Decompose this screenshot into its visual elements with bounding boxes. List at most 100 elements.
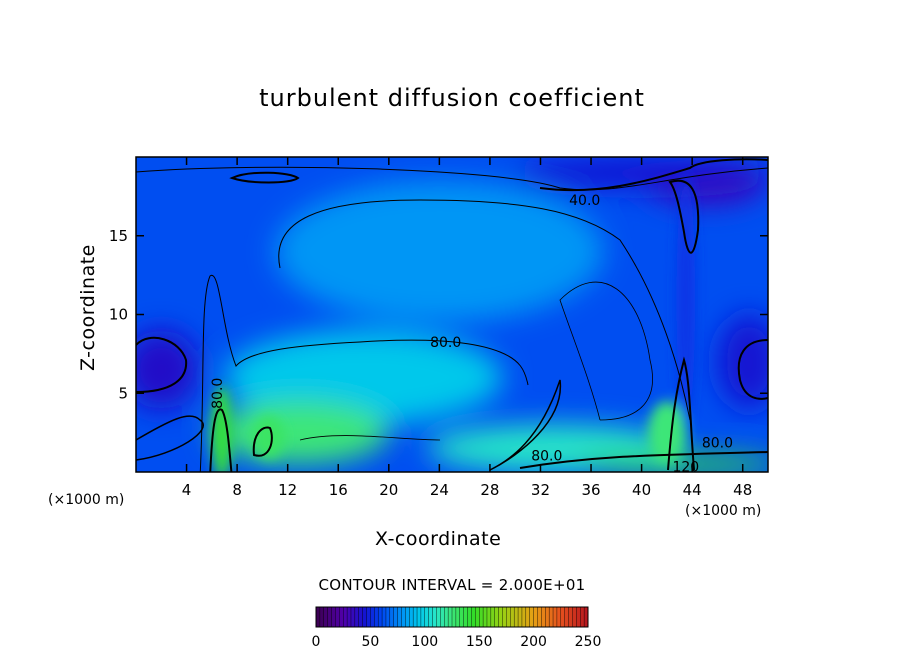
colorbar-cell [471,606,476,628]
colorbar-tick-label: 150 [466,634,493,650]
field-region [717,314,768,409]
colorbar-cell [459,606,465,628]
colorbar-cell [397,606,402,628]
colorbar-cell [490,606,496,628]
x-unit-label-right: (×1000 m) [685,503,762,519]
contour-lines [136,158,768,472]
colorbar-cell [479,606,484,628]
x-tick-label: 44 [683,481,702,499]
colorbar-cell [494,606,500,628]
colorbar-cell [393,606,399,628]
colorbar-cell [339,606,344,628]
colorbar-tick-label: 200 [520,634,547,650]
field-region [647,401,686,465]
colorbar-cell [486,606,492,628]
colorbar-tick-label: 0 [312,634,321,650]
colorbar-cell [315,606,321,628]
contour-interval-text: CONTOUR INTERVAL = 2.000E+01 [318,576,586,594]
colorbar-cell [374,606,379,628]
contour-label: 80.0 [531,448,562,464]
colorbar-cell [409,606,414,628]
colorbar-cell [455,606,461,628]
colorbar-cell [510,606,515,628]
colorbar-cell [319,606,325,628]
x-tick-label: 12 [278,481,297,499]
field-region [275,180,604,323]
colorbar-cell [405,606,410,628]
field-region [136,330,200,409]
field-region [676,172,696,425]
y-tick-label: 5 [118,384,128,402]
colorbar-cell [545,606,550,628]
colorbar-cell [564,606,570,628]
colorbar-cell [420,606,426,628]
colorbar-cell [323,606,329,628]
colorbar-frame [315,606,589,628]
colorbar-cell [537,606,542,628]
contour-label: 80.0 [210,378,226,409]
colorbar-cell [362,606,368,628]
field-region [211,385,233,472]
x-tick-label: 40 [632,481,651,499]
contour-label: 40.0 [569,193,600,209]
colorbar [315,606,589,628]
x-tick-label: 24 [430,481,449,499]
y-ticks: 5 10 15 [109,227,768,402]
colorbar-cell [444,606,449,628]
colorbar-cell [389,606,395,628]
x-tick-label: 48 [733,481,752,499]
colorbar-cell [354,606,360,628]
colorbar-cell [525,606,531,628]
colorbar-cell [502,606,507,628]
colorbar-cell [560,606,566,628]
y-tick-label: 10 [109,306,128,324]
y-axis-label: Z-coordinate [77,244,99,371]
field-region [578,454,768,472]
colorbar-cell [506,606,511,628]
colorbar-cell [377,606,383,628]
colorbar-cell [552,606,558,628]
x-tick-label: 20 [379,481,398,499]
colorbar-cell [548,606,554,628]
contour-label: 80.0 [430,335,461,351]
colorbar-cell [451,606,457,628]
colorbar-cell [576,606,581,628]
colorbar-cell [463,606,469,628]
field-region [515,157,768,189]
colorbar-cell [556,606,562,628]
colorbar-cell [447,606,453,628]
y-tick-label: 15 [109,227,128,245]
field-region [252,415,285,460]
contour-label: 80.0 [702,436,733,452]
x-unit-label-left: (×1000 m) [48,492,125,508]
x-axis-label: X-coordinate [375,528,502,550]
colorbar-cell [580,606,585,628]
x-tick-label: 36 [581,481,600,499]
x-tick-label: 8 [232,481,242,499]
field-region [211,401,389,465]
colorbar-tick-label: 100 [411,634,438,650]
colorbar-cell [440,606,445,628]
x-ticks: 4 8 12 16 20 24 28 32 36 40 44 48 [182,157,752,499]
colorbar-cell [432,606,437,628]
colorbar-cell [401,606,406,628]
colorbar-cell [517,606,523,628]
colorbar-ticks: 0 50 100 150 200 250 [312,634,602,650]
colorbar-cell [412,606,418,628]
field-region [224,330,503,425]
colorbar-cell [327,606,333,628]
x-tick-label: 16 [329,481,348,499]
colorbar-cell [385,606,391,628]
colorbar-cell [475,606,480,628]
colorbar-cell [346,606,352,628]
contour-label: 120 [672,459,699,475]
colorbar-cell [424,606,430,628]
colorbar-cell [529,606,535,628]
colorbar-cell [498,606,504,628]
colorbar-cell [335,606,340,628]
colorbar-cell [436,606,441,628]
colorbar-cell [350,606,356,628]
colorbar-cell [343,606,348,628]
